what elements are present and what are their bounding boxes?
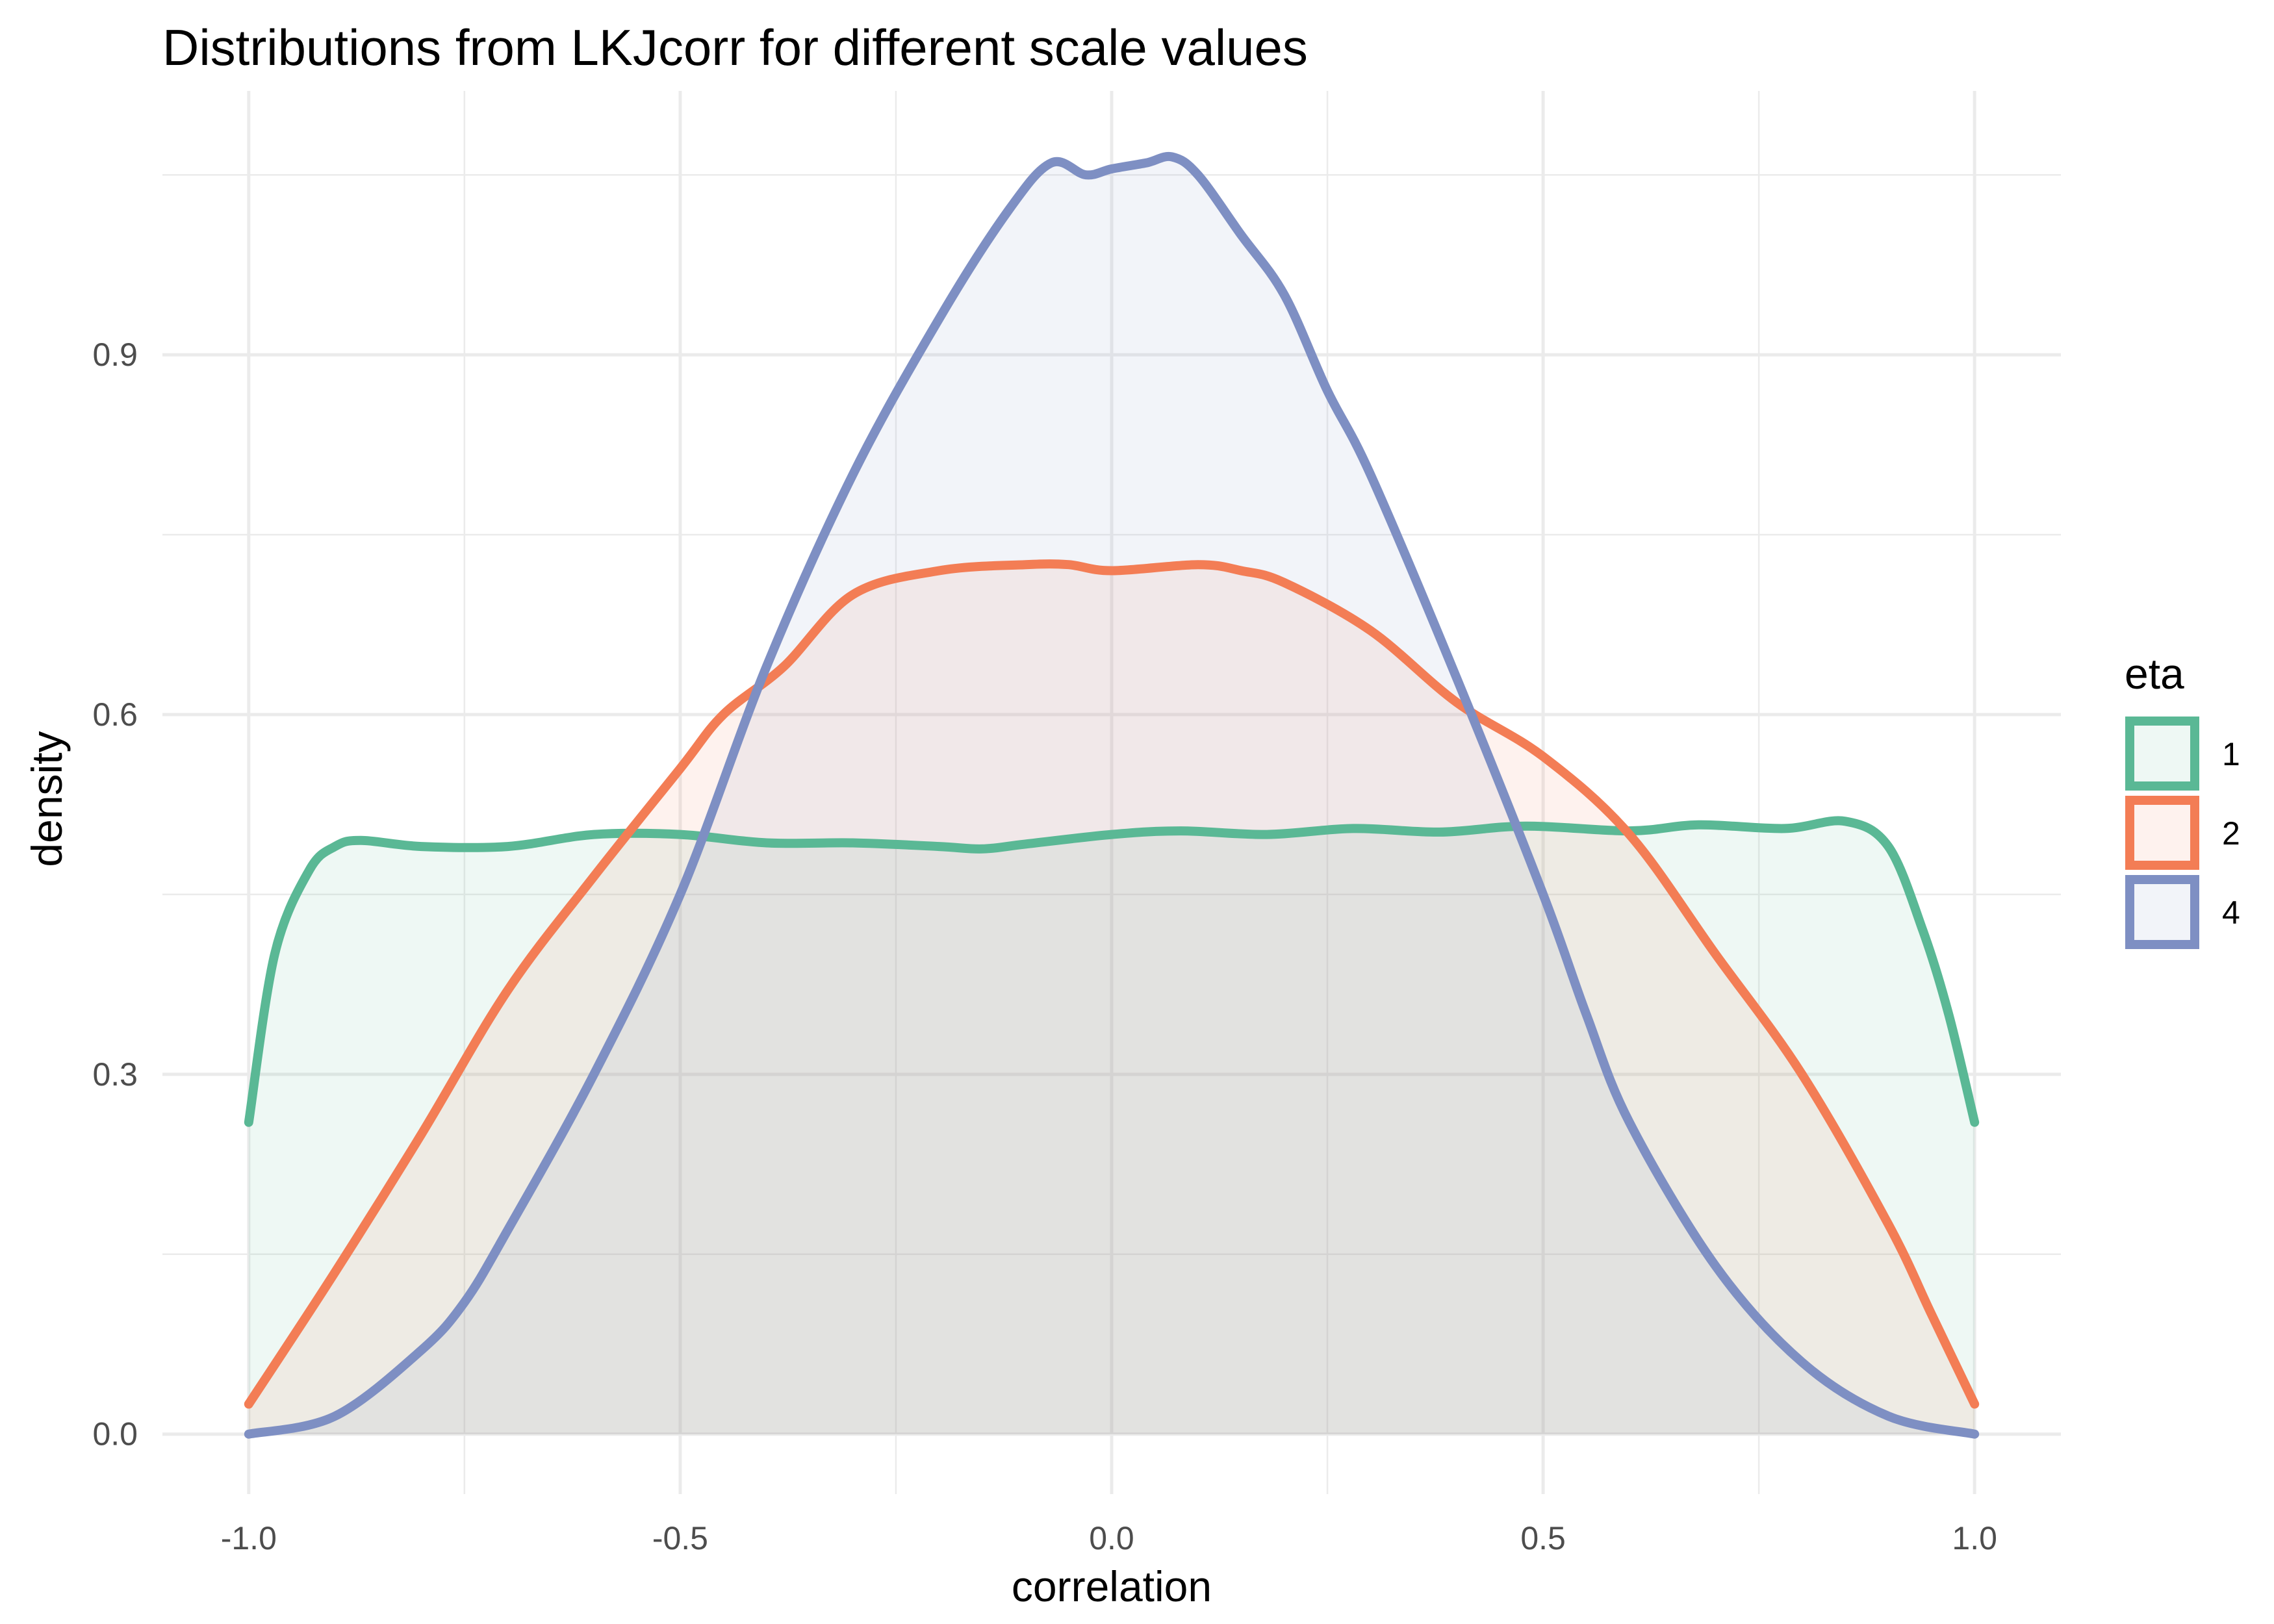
chart-title: Distributions from LKJcorr for different… xyxy=(162,19,1308,76)
y-tick-label: 0.0 xyxy=(92,1416,138,1453)
density-area-eta-4 xyxy=(248,156,1975,1434)
x-tick-label: -1.0 xyxy=(221,1520,277,1556)
density-line-eta-1 xyxy=(244,816,1980,1127)
legend: eta 1 2 4 xyxy=(2125,650,2240,949)
legend-title: eta xyxy=(2125,650,2184,698)
legend-key-eta-2 xyxy=(2125,796,2199,870)
x-tick-label: 0.0 xyxy=(1089,1520,1134,1556)
legend-key-eta-1 xyxy=(2125,717,2199,791)
density-line-eta-2 xyxy=(244,559,1980,1409)
density-areas xyxy=(248,156,1975,1434)
y-axis-ticks: 0.0 0.3 0.6 0.9 xyxy=(92,336,138,1453)
x-tick-label: -0.5 xyxy=(652,1520,708,1556)
y-axis-label: density xyxy=(23,731,71,867)
legend-label-eta-4: 4 xyxy=(2222,894,2240,931)
y-tick-label: 0.3 xyxy=(92,1056,138,1093)
grid xyxy=(162,91,2061,1494)
legend-label-eta-1: 1 xyxy=(2222,736,2240,772)
x-tick-label: 1.0 xyxy=(1952,1520,1997,1556)
density-line-eta-4 xyxy=(244,151,1980,1439)
x-axis-label: correlation xyxy=(1012,1562,1212,1610)
legend-label-eta-2: 2 xyxy=(2222,815,2240,852)
density-area-eta-1 xyxy=(248,820,1975,1434)
density-lines xyxy=(244,151,1980,1439)
x-tick-label: 0.5 xyxy=(1520,1520,1566,1556)
legend-items: 1 2 4 xyxy=(2125,717,2240,949)
legend-key-eta-4 xyxy=(2125,875,2199,949)
y-tick-label: 0.9 xyxy=(92,336,138,373)
density-area-eta-2 xyxy=(248,564,1975,1434)
y-tick-label: 0.6 xyxy=(92,696,138,733)
x-axis-ticks: -1.0 -0.5 0.0 0.5 1.0 xyxy=(221,1520,1997,1556)
